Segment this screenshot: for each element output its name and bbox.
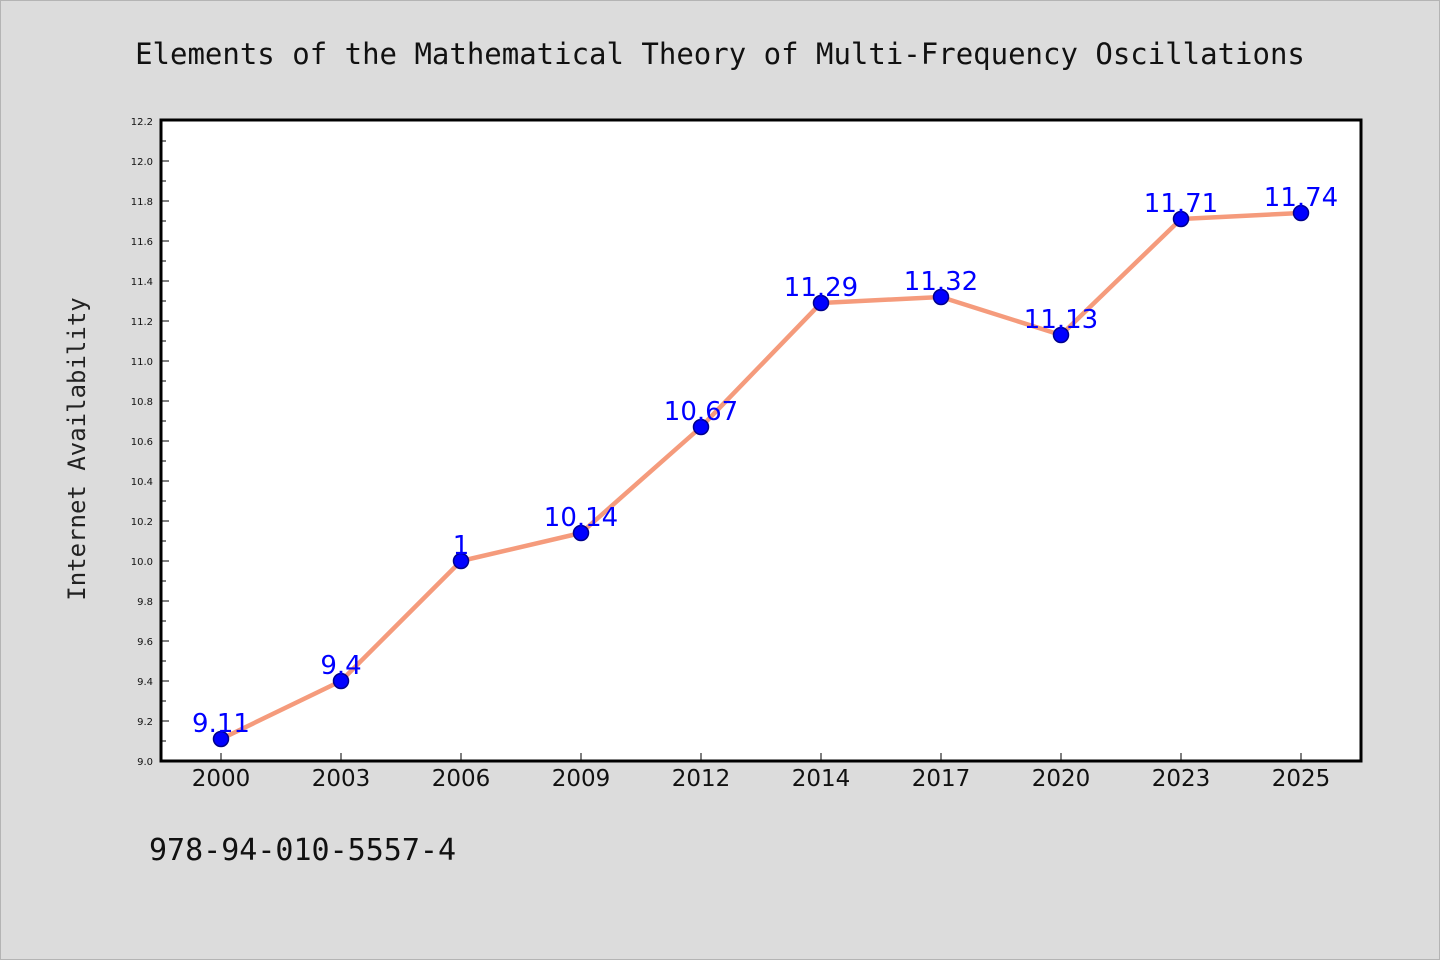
xtick-label: 2025 (1272, 766, 1331, 792)
data-point (212, 730, 230, 748)
data-point (932, 288, 950, 306)
ytick-label: 11.0 (131, 357, 153, 368)
plot-area (159, 118, 1363, 763)
xtick-label: 2017 (912, 766, 971, 792)
data-label: 9.11 (192, 709, 250, 739)
ytick-label: 9.2 (137, 717, 153, 728)
series-group: 9.11 9.4 1 10.14 10.67 11.29 11.32 11.13 11.71 11… (192, 183, 1338, 748)
y-axis: 9.0 9.2 9.4 9.6 9.8 10.0 10.2 10.4 10.6 10.8 11.0 1… (131, 117, 169, 768)
xtick-label: 2000 (192, 766, 251, 792)
data-point (812, 294, 830, 312)
data-label: 11.71 (1144, 189, 1218, 219)
data-point (572, 524, 590, 542)
ytick-label: 10.8 (131, 397, 153, 408)
data-label: 10.67 (664, 397, 738, 427)
x-axis: 2000 2003 2006 2009 2012 2014 2017 2020 2023 2025 (192, 753, 1331, 792)
ytick-label: 9.4 (137, 677, 153, 688)
ytick-label: 11.4 (131, 277, 153, 288)
xtick-label: 2006 (432, 766, 491, 792)
xtick-label: 2023 (1152, 766, 1211, 792)
xtick-label: 2003 (312, 766, 371, 792)
data-label: 9.4 (320, 651, 361, 681)
ytick-label: 12.2 (131, 117, 153, 128)
ytick-label: 11.6 (131, 237, 153, 248)
xtick-label: 2014 (792, 766, 851, 792)
data-label: 10.14 (544, 503, 618, 533)
data-label: 11.74 (1264, 183, 1338, 213)
xtick-label: 2012 (672, 766, 731, 792)
ytick-label: 9.8 (137, 597, 153, 608)
ytick-label: 10.6 (131, 437, 153, 448)
isbn-text: 978-94-010-5557-4 (149, 833, 457, 868)
ytick-label: 10.0 (131, 557, 153, 568)
data-point (1172, 210, 1190, 228)
data-label: 11.29 (784, 273, 858, 303)
data-point (332, 672, 350, 690)
ytick-label: 12.0 (131, 157, 153, 168)
data-point (692, 418, 710, 436)
data-label: 1 (453, 531, 470, 561)
ytick-label: 10.4 (131, 477, 153, 488)
chart-title: Elements of the Mathematical Theory of M… (135, 37, 1305, 71)
data-point (452, 552, 470, 570)
xtick-label: 2020 (1032, 766, 1091, 792)
data-point (1052, 326, 1070, 344)
y-axis-label: Internet Availability (63, 297, 91, 600)
data-point (1292, 204, 1310, 222)
data-label: 11.13 (1024, 305, 1098, 335)
ytick-label: 10.2 (131, 517, 153, 528)
series-line (218, 210, 1304, 742)
data-label: 11.32 (904, 267, 978, 297)
ytick-label: 11.8 (131, 197, 153, 208)
xtick-label: 2009 (552, 766, 611, 792)
ytick-label: 9.6 (137, 637, 153, 648)
ytick-label: 9.0 (137, 757, 153, 768)
ytick-label: 11.2 (131, 317, 153, 328)
